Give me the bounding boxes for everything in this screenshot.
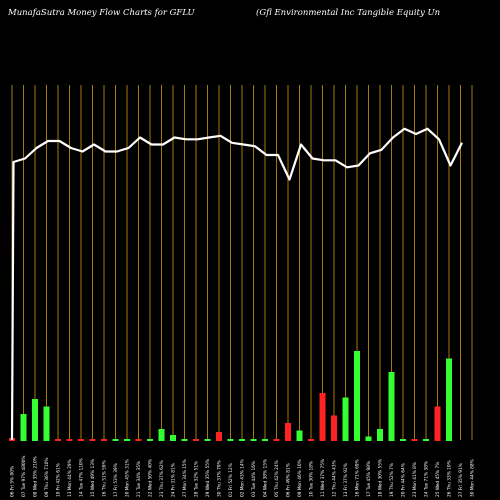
money-flow-bar <box>112 439 119 441</box>
x-tick-label: 24 Fri 31% 81% <box>171 463 177 497</box>
money-flow-bar <box>66 439 73 441</box>
money-flow-bar <box>365 436 372 441</box>
money-flow-bar <box>262 439 268 441</box>
money-flow-bar <box>147 439 153 441</box>
money-flow-bar <box>250 439 257 441</box>
money-flow-bar <box>55 439 61 441</box>
x-tick-label: 11 Wed 37% 75% <box>320 459 326 497</box>
money-flow-bar <box>204 439 211 441</box>
money-flow-bar <box>158 429 165 441</box>
money-flow-bar <box>308 439 314 441</box>
x-tick-label: 04 Wed 38% 15% <box>263 459 269 497</box>
chart-title-right: (Gfl Environmental Inc Tangible Equity U… <box>256 8 441 18</box>
x-tick-label: 24 Tue 71% 38% <box>424 461 430 497</box>
x-tick-label: 16 Mon 71% 69% <box>355 459 361 497</box>
money-flow-bar <box>273 439 280 441</box>
x-tick-label: 23 Thu 37% 62% <box>159 460 165 497</box>
money-flow-bar <box>170 435 176 441</box>
chart-title-left: MunafaSutra Money Flow Charts for GFLU <box>8 8 195 18</box>
x-tick-label: 22 Wed 50% 40% <box>148 459 154 497</box>
money-flow-bar <box>446 358 452 441</box>
money-flow-bar <box>239 439 245 441</box>
x-tick-label: 17 Tue 45% 98% <box>366 461 372 497</box>
money-flow-bar <box>43 406 50 441</box>
money-flow-bar <box>227 439 234 441</box>
x-tick-label: 13 Mon 44% 29% <box>67 459 73 497</box>
money-flow-bar <box>193 439 199 441</box>
x-tick-label: 30 Thu 37% 79% <box>217 460 223 497</box>
money-flow-bar <box>411 439 418 441</box>
x-tick-label: 29 Wed 35% 55% <box>205 459 211 497</box>
x-tick-label: 30 Mon 44% 88% <box>470 459 476 497</box>
x-tick-label: 20 Fri 44% 64% <box>401 463 407 497</box>
money-flow-bar <box>388 372 395 441</box>
money-flow-bar <box>20 414 27 441</box>
x-tick-label: 18 Wed 30% 55% <box>378 459 384 497</box>
money-flow-bar <box>181 439 188 441</box>
money-flow-bar <box>78 439 84 441</box>
x-tick-label: 01 Fri 52% 12% <box>228 463 234 497</box>
x-tick-label: 09 Mon 46% 10% <box>297 459 303 497</box>
x-tick-label: 10 Fri 42% 61% <box>56 463 62 497</box>
money-flow-bar <box>319 393 326 441</box>
x-tick-label: 27 Mon 34% 15% <box>182 459 188 497</box>
money-flow-bar <box>296 430 303 441</box>
money-flow-bar <box>32 399 38 441</box>
money-flow-bar <box>135 439 142 441</box>
money-flow-bar <box>285 423 291 441</box>
x-tick-label: 26 Thu 33% 10% <box>447 460 453 497</box>
money-flow-bar <box>331 415 337 441</box>
x-tick-label: 28 Tue 32% 51% <box>194 461 200 497</box>
money-flow-bar <box>354 351 360 441</box>
x-tick-label: 20 Mon 45% 31% <box>125 459 131 497</box>
x-tick-label: 06 Fri 5% 00% <box>10 466 16 497</box>
x-tick-label: 19 Thu 52% 7% <box>389 463 395 497</box>
price-line <box>10 127 463 441</box>
x-tick-label: 21 Tue 34% 35% <box>136 461 142 497</box>
x-tick-label: 10 Tue 30% 18% <box>309 461 315 497</box>
money-flow-bar <box>101 439 107 441</box>
x-tick-label: 02 Mon 43% 14% <box>240 459 246 497</box>
x-tick-label: 05 Thu 42% 24% <box>274 460 280 497</box>
money-flow-bar <box>434 406 441 441</box>
x-tick-label: 14 Tue 47% 110% <box>79 458 85 497</box>
x-tick-label: 12 Thu 44% 43% <box>332 460 338 497</box>
money-flow-bar <box>377 429 383 441</box>
x-tick-label: 15 Wed 49% 13% <box>90 459 96 497</box>
x-tick-label: 07 Tue 97% 4800% <box>21 456 27 497</box>
x-tick-label: 17 Fri 53% 39% <box>113 463 119 497</box>
x-tick-label: 08 Wed 35% 210% <box>33 456 39 497</box>
x-tick-label: 09 Thu 36% 710% <box>44 458 50 497</box>
money-flow-bar <box>423 439 429 441</box>
money-flow-bar <box>216 432 222 441</box>
x-tick-label: 25 Wed 45% 7% <box>435 462 441 497</box>
money-flow-bar <box>400 439 406 441</box>
x-tick-label: 27 Fri 35% 91% <box>458 463 464 497</box>
x-tick-label: 06 Fri 49% 81% <box>286 463 292 497</box>
x-tick-label: 23 Mon 41% 8% <box>412 462 418 497</box>
money-flow-bar <box>124 439 130 441</box>
money-flow-bar <box>342 397 349 441</box>
x-tick-label: 16 Thu 51% 59% <box>102 460 108 497</box>
x-tick-label: 03 Tue 44% 16% <box>251 461 257 497</box>
x-tick-label: 13 Fri 37% 92% <box>343 463 349 497</box>
money-flow-bar <box>89 439 96 441</box>
